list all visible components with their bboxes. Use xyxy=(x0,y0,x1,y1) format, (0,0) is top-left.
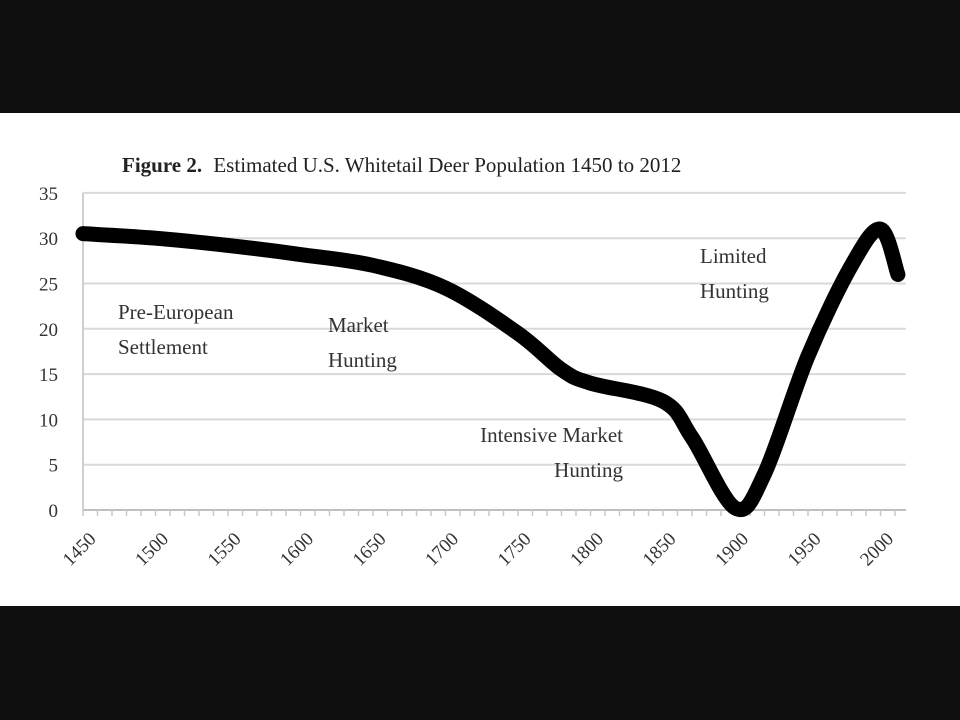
letterbox-top xyxy=(0,0,960,113)
x-tick-label: 1800 xyxy=(566,529,608,571)
x-axis: 1450 1500 1550 1600 1650 1700 1750 1800 1850 1900… xyxy=(59,529,898,571)
y-tick-label: 25 xyxy=(39,275,58,296)
gridlines xyxy=(82,191,906,516)
era-annotation: Intensive Market Hunting xyxy=(480,423,623,482)
era-annotations: Pre-European Settlement Market Hunting Inten… xyxy=(118,244,769,482)
x-tick-label: 1700 xyxy=(421,529,463,571)
y-tick-label: 10 xyxy=(39,410,58,431)
x-tick-label: 1900 xyxy=(711,529,753,571)
x-tick-label: 1600 xyxy=(276,529,318,571)
x-tick-label: 1550 xyxy=(204,529,246,571)
era-annotation: Market Hunting xyxy=(328,313,397,372)
x-tick-label: 1850 xyxy=(639,529,681,571)
x-tick-label: 1500 xyxy=(131,529,173,571)
letterbox-bottom xyxy=(0,606,960,720)
y-axis: 0 5 10 15 20 25 30 35 xyxy=(39,184,58,522)
y-tick-label: 0 xyxy=(49,501,59,522)
y-tick-label: 35 xyxy=(39,184,58,205)
x-tick-label: 1750 xyxy=(494,529,536,571)
chart-title: Figure 2. Estimated U.S. Whitetail Deer … xyxy=(122,153,681,177)
x-tick-label: 1950 xyxy=(784,529,826,571)
era-annotation: Pre-European Settlement xyxy=(118,300,234,359)
y-tick-label: 15 xyxy=(39,365,58,386)
x-tick-label: 1650 xyxy=(349,529,391,571)
era-annotation: Limited Hunting xyxy=(700,244,769,303)
population-line xyxy=(75,221,906,517)
y-tick-label: 5 xyxy=(49,456,59,477)
y-tick-label: 20 xyxy=(39,320,58,341)
x-tick-label: 2000 xyxy=(856,529,898,571)
y-tick-label: 30 xyxy=(39,229,58,250)
x-tick-label: 1450 xyxy=(59,529,101,571)
